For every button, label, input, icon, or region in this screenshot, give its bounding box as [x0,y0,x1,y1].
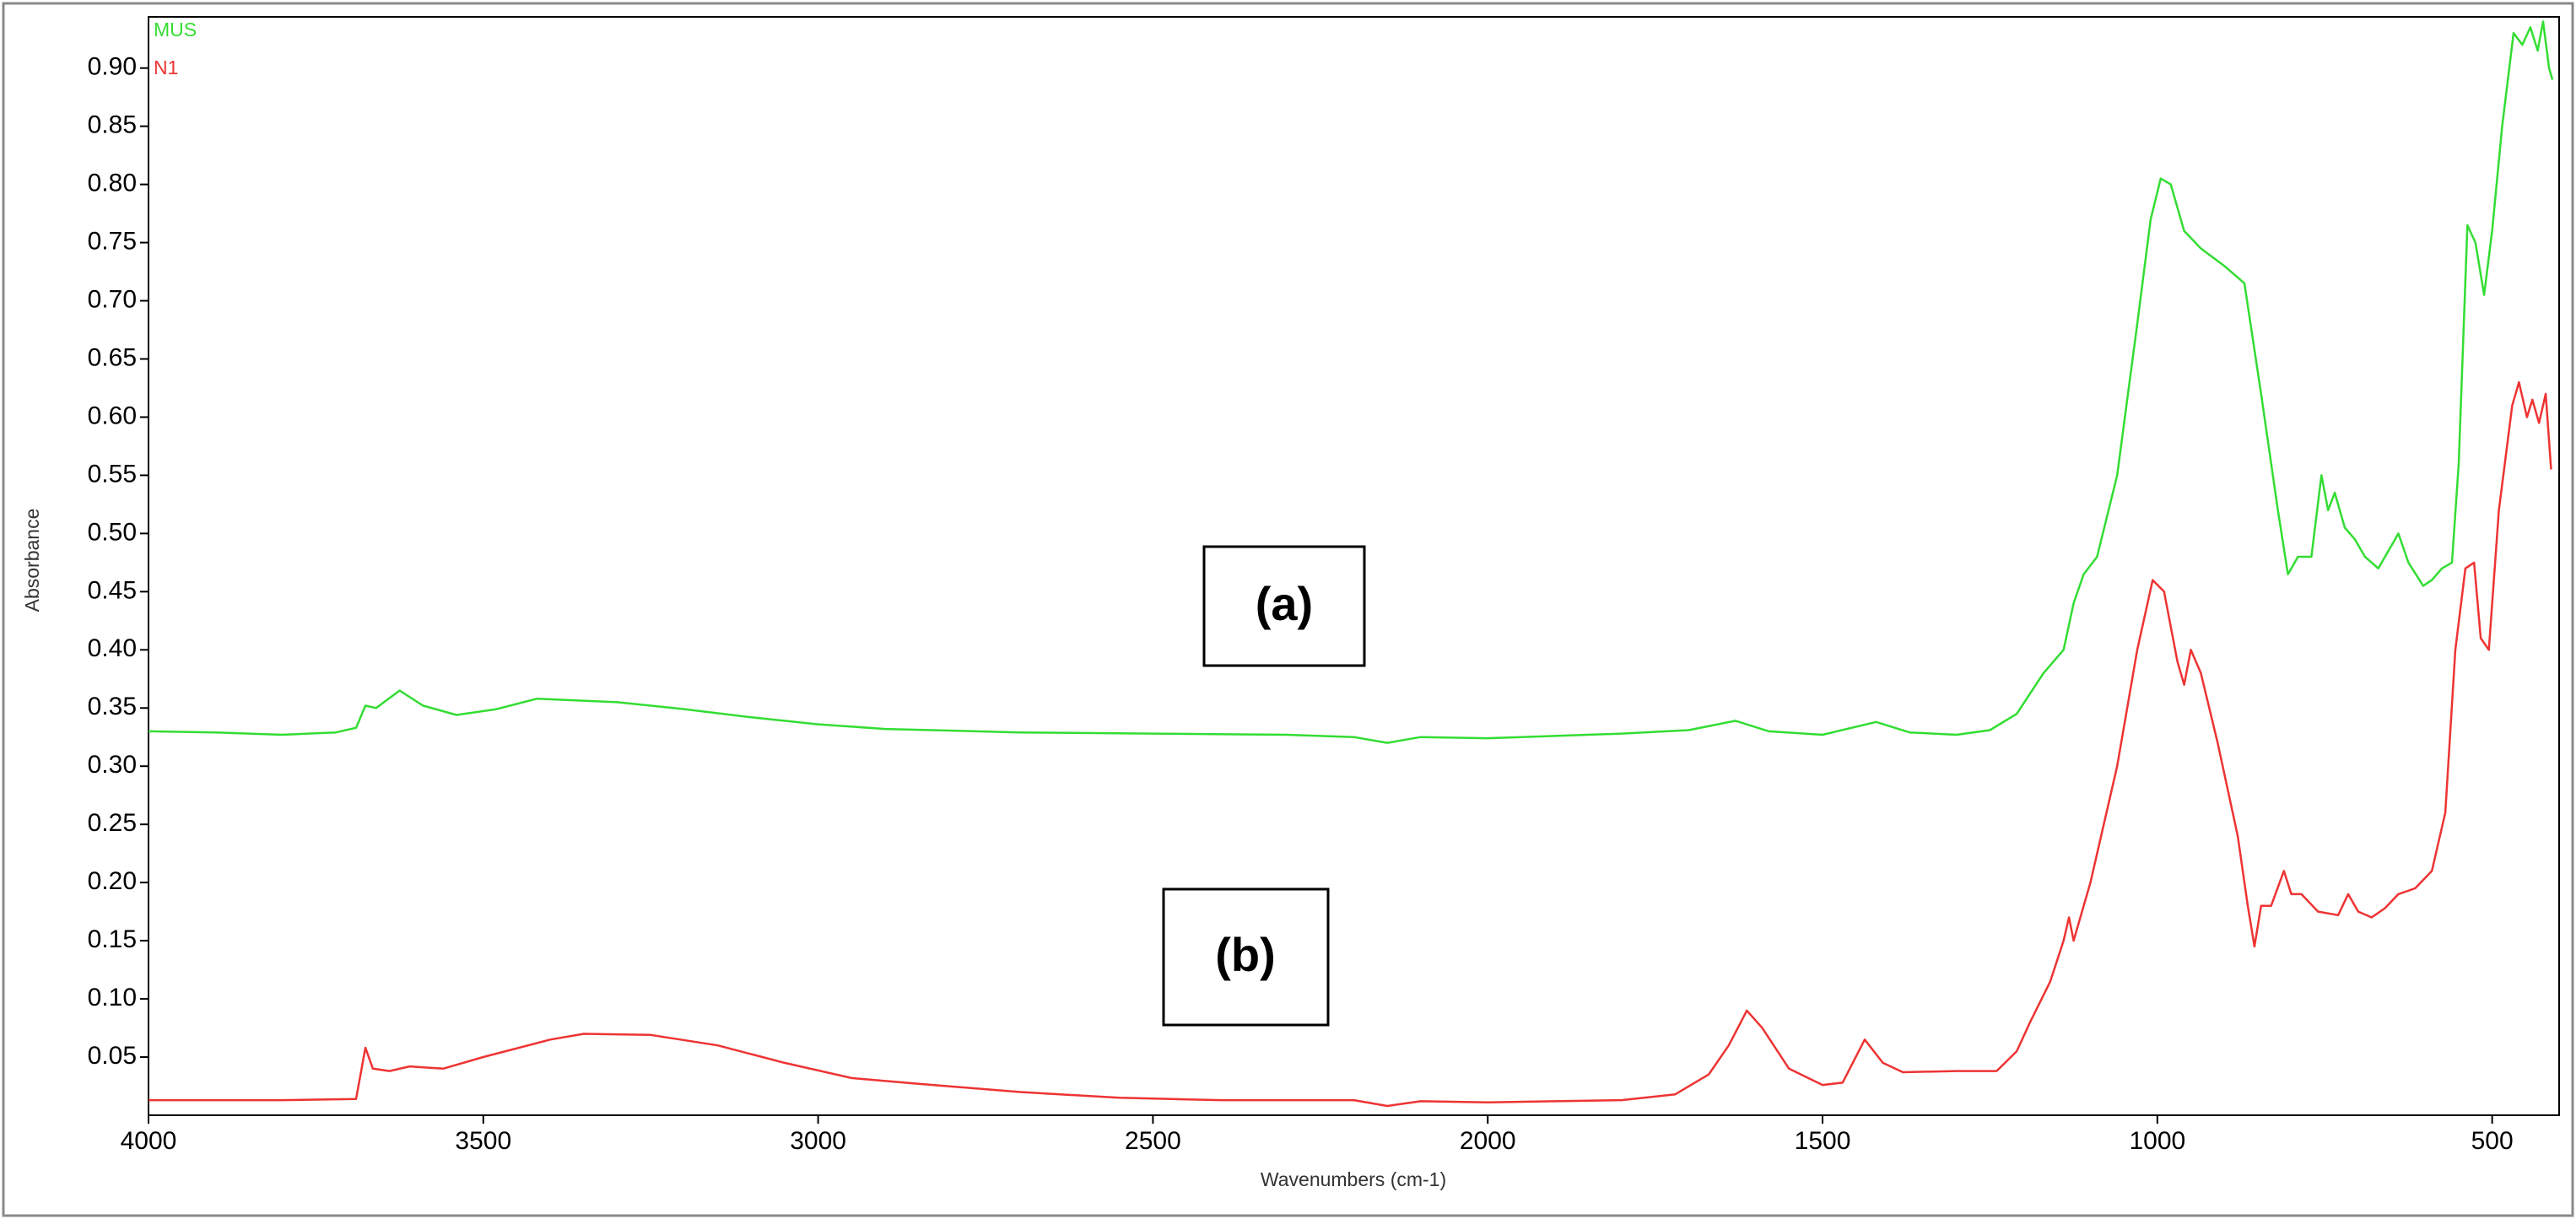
x-tick-label: 1500 [1795,1127,1851,1155]
plot-area [148,16,2560,1116]
x-tick-label: 500 [2471,1127,2514,1155]
y-tick-label: 0.45 [88,576,137,604]
annotation-box [1162,887,1330,1027]
y-tick-label: 0.50 [88,518,137,546]
x-tick-label: 4000 [121,1127,177,1155]
y-tick-label: 0.25 [88,809,137,837]
y-tick-label: 0.35 [88,693,137,720]
x-tick-label: 3000 [790,1127,846,1155]
y-tick-label: 0.70 [88,285,137,313]
series-line [148,20,2554,744]
y-tick-label: 0.15 [88,925,137,953]
y-tick-label: 0.75 [88,227,137,255]
y-tick-label: 0.30 [88,751,137,779]
annotation: (b) [1215,928,1276,981]
y-tick-label: 0.20 [88,867,137,895]
y-axis-title: Absorbance [21,509,43,612]
y-tick-label: 0.85 [88,111,137,139]
legend-label: N1 [154,57,178,78]
y-tick-label: 0.05 [88,1042,137,1070]
y-tick-label: 0.55 [88,460,137,488]
y-tick-label: 0.40 [88,634,137,662]
x-tick-label: 3500 [455,1127,511,1155]
y-tick-label: 0.90 [88,53,137,81]
y-tick-label: 0.60 [88,402,137,429]
y-tick-label: 0.10 [88,984,137,1011]
x-tick-label: 2500 [1125,1127,1181,1155]
annotation: (a) [1256,577,1313,630]
series-line [149,380,2552,1108]
annotation-box [1202,545,1366,667]
legend-label: MUS [154,19,197,40]
x-tick-label: 2000 [1460,1127,1516,1155]
y-tick-label: 0.65 [88,343,137,371]
x-axis-title: Wavenumbers (cm-1) [1261,1168,1446,1190]
x-tick-label: 1000 [2129,1127,2185,1155]
y-tick-label: 0.80 [88,170,137,197]
